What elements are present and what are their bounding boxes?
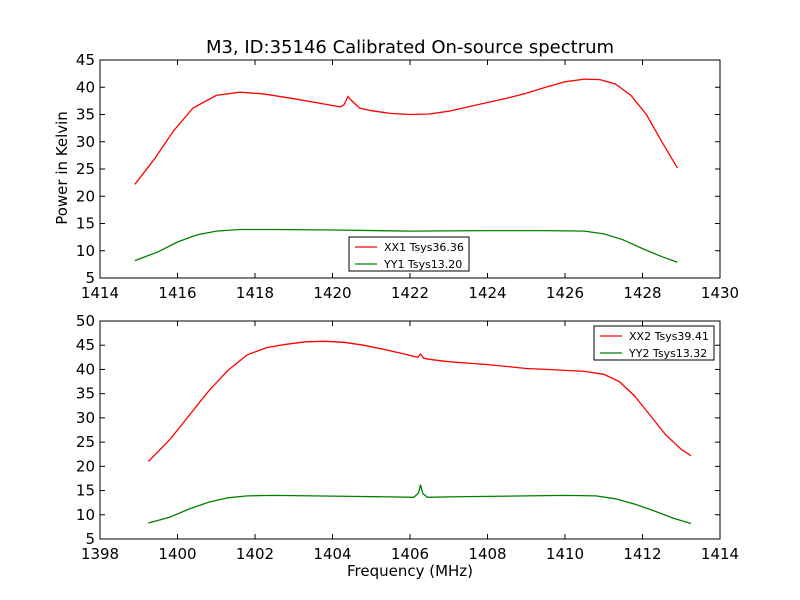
- top-y-tick-label: 45: [76, 51, 95, 69]
- bottom-x-tick-label: 1398: [81, 545, 119, 563]
- top-y-tick-label: 15: [76, 215, 95, 233]
- top-x-tick-label: 1426: [546, 284, 584, 302]
- top-y-tick-label: 10: [76, 242, 95, 260]
- top-x-tick-label: 1420: [313, 284, 351, 302]
- bottom-x-tick-label: 1402: [236, 545, 274, 563]
- bottom-legend-label-1: XX2 Tsys39.41: [629, 330, 709, 343]
- top-y-tick-label: 40: [76, 78, 95, 96]
- bottom-x-tick-label: 1410: [546, 545, 584, 563]
- top-x-tick-label: 1430: [701, 284, 739, 302]
- bottom-y-tick-label: 50: [76, 312, 95, 330]
- bottom-x-tick-label: 1404: [313, 545, 351, 563]
- bottom-x-tick-label: 1408: [468, 545, 506, 563]
- bottom-series-line-2: [148, 484, 692, 525]
- bottom-x-tick-label: 1400: [158, 545, 196, 563]
- top-legend-box: [348, 236, 470, 272]
- bottom-x-tick-label: 1412: [623, 545, 661, 563]
- bottom-y-tick-label: 15: [76, 482, 95, 500]
- top-y-tick-label: 25: [76, 160, 95, 178]
- bottom-y-tick-label: 10: [76, 506, 95, 524]
- bottom-legend-box: [593, 325, 715, 361]
- bottom-y-tick-label: 30: [76, 409, 95, 427]
- bottom-y-tick-label: 35: [76, 385, 95, 403]
- top-x-tick-label: 1418: [236, 284, 274, 302]
- bottom-legend: XX2 Tsys39.41 YY2 Tsys13.32: [593, 325, 715, 361]
- bottom-y-tick-label: 20: [76, 457, 95, 475]
- top-plot: 1414 1416 1418 1420 1422 1424 1426 1428 1430 5 10 1…: [76, 51, 739, 302]
- top-x-tick-label: 1416: [158, 284, 196, 302]
- top-series-line-2: [134, 228, 678, 263]
- top-x-tick-label: 1428: [623, 284, 661, 302]
- bottom-legend-label-2: YY2 Tsys13.32: [628, 347, 707, 360]
- top-y-tick-label: 30: [76, 133, 95, 151]
- top-series-line-1: [134, 78, 678, 185]
- top-x-tick-label: 1414: [81, 284, 119, 302]
- bottom-x-tick-label: 1414: [701, 545, 739, 563]
- top-legend-label-1: XX1 Tsys36.36: [384, 241, 464, 254]
- top-x-tick-label: 1422: [391, 284, 429, 302]
- bottom-y-tick-label: 5: [85, 530, 95, 548]
- top-y-axis-label: Power in Kelvin: [53, 111, 71, 225]
- bottom-x-tick-label: 1406: [391, 545, 429, 563]
- bottom-y-tick-label: 45: [76, 336, 95, 354]
- bottom-series-line-1: [147, 340, 692, 462]
- chart-title: M3, ID:35146 Calibrated On-source spectr…: [206, 37, 614, 58]
- top-x-tick-label: 1424: [468, 284, 506, 302]
- top-legend-label-2: YY1 Tsys13.20: [383, 258, 462, 271]
- top-y-tick-label: 20: [76, 187, 95, 205]
- bottom-y-tick-label: 25: [76, 433, 95, 451]
- bottom-y-tick-label: 40: [76, 360, 95, 378]
- bottom-x-axis-label: Frequency (MHz): [347, 562, 473, 580]
- top-legend: XX1 Tsys36.36 YY1 Tsys13.20: [348, 236, 470, 272]
- bottom-plot: 1398 1400 1402 1404 1406 1408 1410 1412 1414 5 10 1…: [76, 312, 739, 563]
- top-y-tick-label: 5: [85, 269, 95, 287]
- top-y-tick-label: 35: [76, 106, 95, 124]
